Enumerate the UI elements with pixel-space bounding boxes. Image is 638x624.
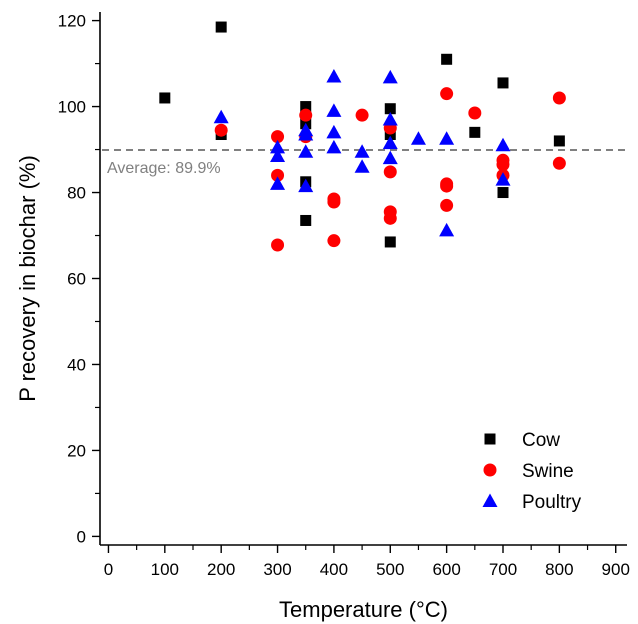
x-tick-label: 900 bbox=[602, 560, 630, 579]
swine-point bbox=[271, 168, 285, 182]
legend-label-cow: Cow bbox=[522, 430, 560, 451]
cow-point bbox=[300, 214, 312, 226]
poultry-point bbox=[326, 103, 342, 117]
swine-point bbox=[496, 158, 510, 172]
legend-marker-poultry bbox=[482, 493, 498, 507]
poultry-point bbox=[298, 144, 314, 158]
x-tick-label: 200 bbox=[207, 560, 235, 579]
y-axis-title: P recovery in biochar (%) bbox=[15, 155, 40, 402]
x-tick-label: 600 bbox=[432, 560, 460, 579]
cow-point bbox=[553, 135, 565, 147]
swine-point bbox=[440, 179, 454, 193]
poultry-point bbox=[382, 135, 398, 150]
swine-point bbox=[440, 198, 454, 212]
x-axis-title: Temperature (°C) bbox=[279, 597, 448, 622]
swine-point bbox=[327, 234, 341, 248]
swine-point bbox=[552, 91, 566, 105]
x-tick-label: 300 bbox=[263, 560, 291, 579]
poultry-point bbox=[382, 69, 398, 84]
swine-point bbox=[299, 108, 313, 122]
swine-point bbox=[214, 123, 228, 137]
poultry-point bbox=[270, 139, 286, 154]
legend-marker-swine bbox=[483, 463, 497, 477]
poultry-point bbox=[213, 109, 229, 124]
swine-point bbox=[327, 195, 341, 209]
poultry-point bbox=[382, 150, 398, 165]
average-label: Average: 89.9% bbox=[107, 160, 221, 177]
average-reference: Average: 89.9% bbox=[102, 148, 627, 177]
y-tick-label: 0 bbox=[77, 527, 86, 546]
x-tick-label: 700 bbox=[489, 560, 517, 579]
legend-label-swine: Swine bbox=[522, 461, 574, 482]
poultry-point bbox=[495, 137, 511, 152]
series-poultry bbox=[213, 68, 511, 237]
legend: Cow Swine Poultry bbox=[482, 430, 582, 513]
cow-point bbox=[497, 187, 509, 199]
cow-point bbox=[441, 53, 453, 65]
swine-point bbox=[440, 87, 454, 101]
legend-label-poultry: Poultry bbox=[522, 492, 582, 513]
swine-point bbox=[271, 130, 285, 144]
y-tick-label: 120 bbox=[58, 12, 86, 31]
x-tick-label: 500 bbox=[376, 560, 404, 579]
swine-point bbox=[552, 156, 566, 170]
poultry-point bbox=[270, 148, 286, 162]
poultry-point bbox=[298, 127, 314, 141]
poultry-point bbox=[439, 131, 455, 145]
cow-point bbox=[159, 92, 171, 104]
poultry-point bbox=[270, 176, 286, 190]
poultry-point bbox=[354, 159, 370, 173]
poultry-point bbox=[495, 172, 511, 186]
poultry-point bbox=[298, 178, 314, 193]
x-tick-label: 100 bbox=[151, 560, 179, 579]
poultry-point bbox=[410, 131, 426, 145]
poultry-point bbox=[439, 222, 455, 237]
y-tick-label: 100 bbox=[58, 98, 86, 117]
cow-point bbox=[215, 21, 227, 33]
y-tick-label: 40 bbox=[67, 355, 86, 374]
cow-point bbox=[300, 101, 312, 113]
poultry-point bbox=[326, 124, 342, 139]
poultry-point bbox=[326, 139, 342, 154]
cow-point bbox=[384, 103, 396, 115]
y-tick-label: 80 bbox=[67, 184, 86, 203]
poultry-point bbox=[382, 111, 398, 126]
poultry-point bbox=[354, 144, 370, 158]
swine-point bbox=[383, 211, 397, 225]
cow-point bbox=[384, 236, 396, 248]
tick-marks: 0 100 200 300 400 500 600 700 800 900 0 20 40 60 80 100… bbox=[58, 12, 630, 579]
x-tick-label: 0 bbox=[104, 560, 113, 579]
swine-point bbox=[355, 108, 369, 122]
swine-point bbox=[383, 165, 397, 179]
legend-marker-cow bbox=[484, 433, 496, 445]
y-tick-label: 20 bbox=[67, 441, 86, 460]
data-points bbox=[159, 21, 566, 252]
x-tick-label: 800 bbox=[545, 560, 573, 579]
swine-point bbox=[468, 106, 482, 120]
y-tick-label: 60 bbox=[67, 270, 86, 289]
poultry-point bbox=[326, 68, 342, 83]
swine-point bbox=[271, 238, 285, 252]
x-tick-label: 400 bbox=[320, 560, 348, 579]
cow-point bbox=[497, 77, 509, 89]
cow-point bbox=[469, 126, 481, 138]
